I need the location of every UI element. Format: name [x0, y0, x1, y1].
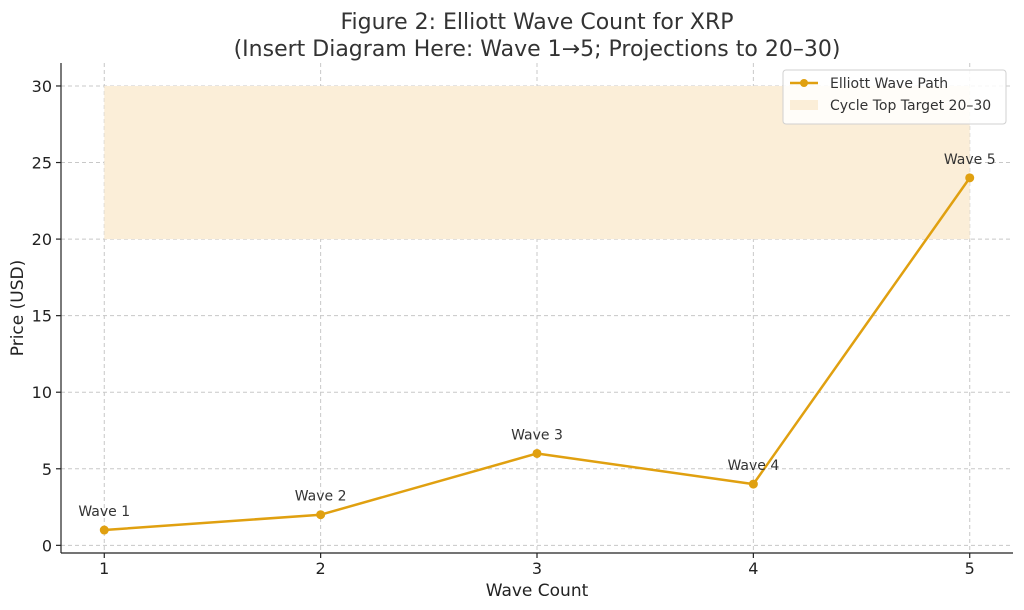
x-tick-label: 5 — [965, 559, 975, 578]
legend-entry-path: Elliott Wave Path — [830, 76, 948, 92]
x-tick-label: 1 — [99, 559, 109, 578]
wave-label: Wave 4 — [727, 458, 779, 474]
x-tick-label: 2 — [316, 559, 326, 578]
x-axis-label: Wave Count — [486, 581, 589, 601]
wave-label: Wave 1 — [78, 504, 130, 520]
legend-marker-swatch — [800, 79, 808, 87]
legend-box — [782, 69, 1007, 125]
y-tick-label: 15 — [32, 307, 52, 326]
y-tick-label: 25 — [32, 154, 52, 173]
data-point — [316, 510, 326, 520]
chart-subtitle: (Insert Diagram Here: Wave 1→5; Projecti… — [234, 37, 841, 62]
wave-label: Wave 2 — [295, 489, 347, 505]
x-tick-label: 4 — [748, 559, 758, 578]
y-tick-label: 5 — [42, 460, 52, 479]
wave-label: Wave 3 — [511, 427, 563, 443]
y-tick-label: 30 — [32, 77, 52, 96]
data-point — [748, 479, 758, 489]
data-point — [965, 173, 975, 183]
data-point — [99, 525, 109, 535]
y-tick-label: 0 — [42, 536, 52, 555]
chart-title: Figure 2: Elliott Wave Count for XRP — [340, 10, 733, 35]
legend-region-swatch — [790, 100, 818, 110]
data-point — [532, 448, 542, 458]
y-tick-label: 20 — [32, 230, 52, 249]
axes: 1 2 3 4 5 0 5 10 15 20 25 30 — [32, 63, 1013, 578]
y-tick-label: 10 — [32, 383, 52, 402]
wave-label: Wave 5 — [944, 152, 996, 168]
legend: Elliott Wave Path Cycle Top Target 20–30 — [782, 69, 1007, 125]
point-labels: Wave 1 Wave 2 Wave 3 Wave 4 Wave 5 — [78, 152, 995, 520]
x-tick-label: 3 — [532, 559, 542, 578]
legend-entry-region: Cycle Top Target 20–30 — [830, 98, 991, 114]
y-axis-label: Price (USD) — [8, 260, 28, 356]
series-layer — [99, 173, 975, 535]
